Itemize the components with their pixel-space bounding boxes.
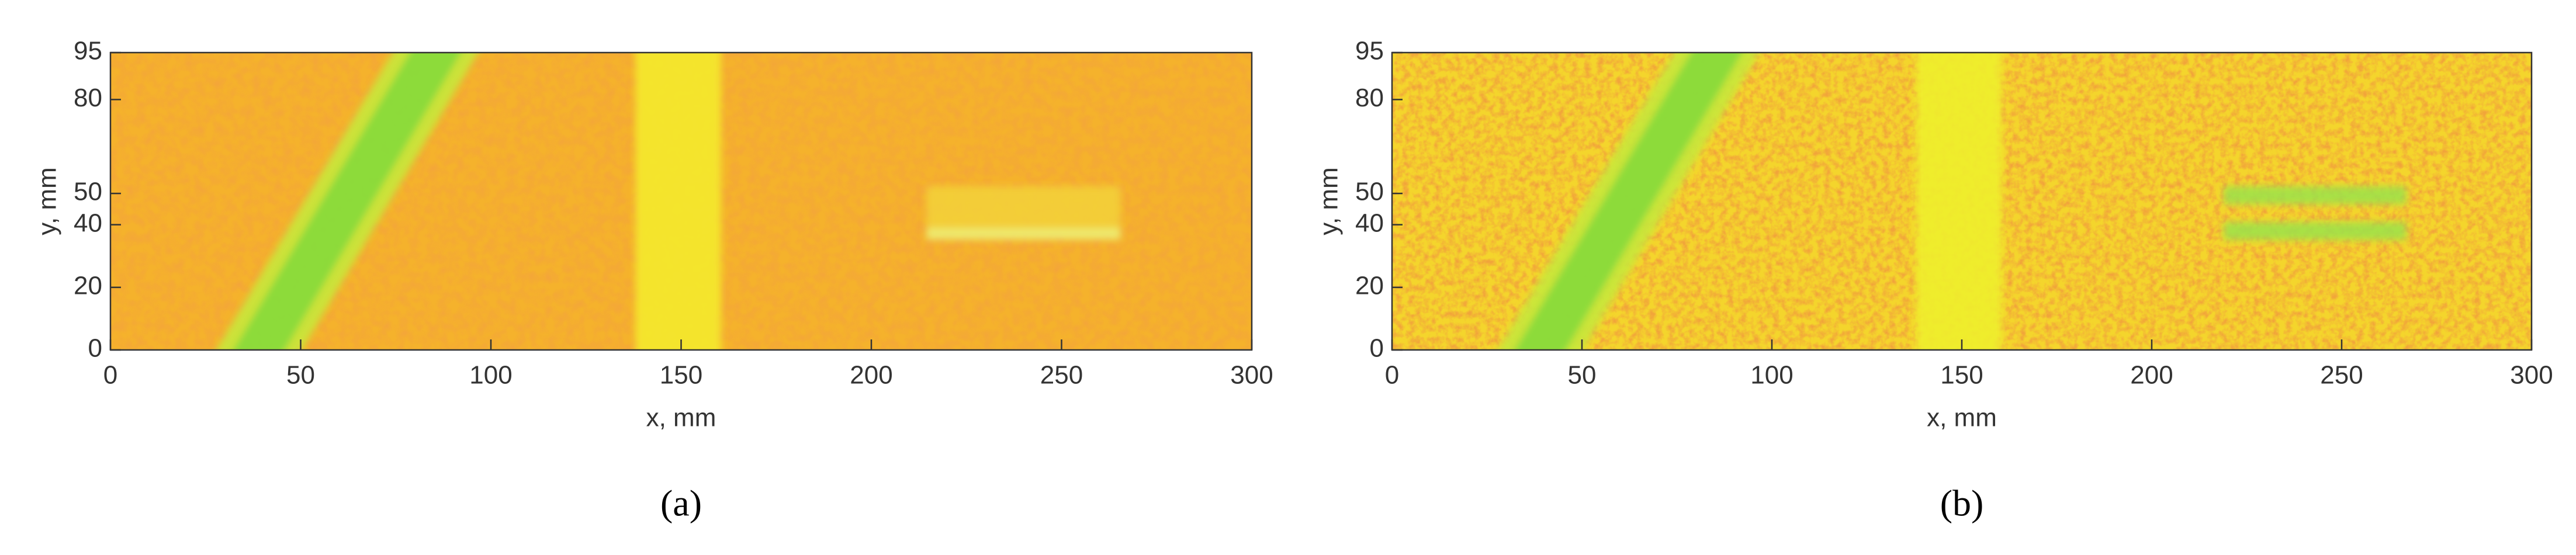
y-tick-label: 40: [1355, 209, 1384, 237]
defect-edge: [926, 228, 1121, 240]
defect-edge: [2224, 222, 2407, 240]
x-tick-label: 0: [1385, 361, 1399, 390]
y-axis-label: y, mm: [33, 167, 62, 235]
y-tick-label: 40: [74, 209, 102, 237]
diagonal-stripe: [1515, 53, 1743, 350]
x-axis-label: x, mm: [1927, 404, 1997, 432]
x-tick-label: 150: [660, 361, 702, 390]
y-tick-label: 95: [74, 37, 102, 65]
x-tick-label: 50: [1568, 361, 1597, 390]
vertical-band: [635, 53, 721, 350]
y-tick-label: 50: [74, 178, 102, 206]
x-tick-label: 150: [1940, 361, 1983, 390]
y-tick-label: 20: [74, 271, 102, 300]
x-tick-label: 50: [286, 361, 315, 390]
diagonal-stripe: [233, 53, 462, 350]
x-tick-label: 100: [469, 361, 512, 390]
x-tick-label: 200: [2130, 361, 2173, 390]
x-tick-label: 100: [1750, 361, 1793, 390]
y-axis-label: y, mm: [1315, 167, 1344, 235]
x-tick-label: 250: [2320, 361, 2363, 390]
x-tick-label: 200: [850, 361, 892, 390]
heatmap-features: [1497, 53, 2407, 350]
x-tick-label: 300: [1230, 361, 1273, 390]
x-tick-label: 0: [103, 361, 117, 390]
y-tick-label: 20: [1355, 271, 1384, 300]
y-tick-label: 95: [1355, 37, 1384, 65]
y-tick-label: 80: [1355, 84, 1384, 112]
x-axis-label: x, mm: [646, 404, 716, 432]
vertical-band: [1916, 53, 2002, 350]
caption: (b): [1940, 483, 1984, 524]
y-tick-label: 50: [1355, 178, 1384, 206]
y-tick-label: 80: [74, 84, 102, 112]
x-tick-label: 250: [1040, 361, 1083, 390]
heatmap-features: [216, 53, 1121, 350]
y-tick-label: 0: [88, 334, 102, 363]
defect-edge: [2224, 186, 2407, 204]
heatmap-image: [1392, 53, 2532, 350]
heatmap-panel: 0 50 100 150 200 250 300 0 20 40 50 80 95 x, mm y, mm (…: [33, 37, 1273, 524]
heatmap-panel: 0 50 100 150 200 250 300 0 20 40 50 80 95 x, mm y, mm (…: [1315, 37, 2553, 524]
heatmap-image: [110, 53, 1252, 350]
x-tick-label: 300: [2510, 361, 2553, 390]
caption: (a): [660, 483, 702, 524]
y-tick-label: 0: [1370, 334, 1384, 363]
